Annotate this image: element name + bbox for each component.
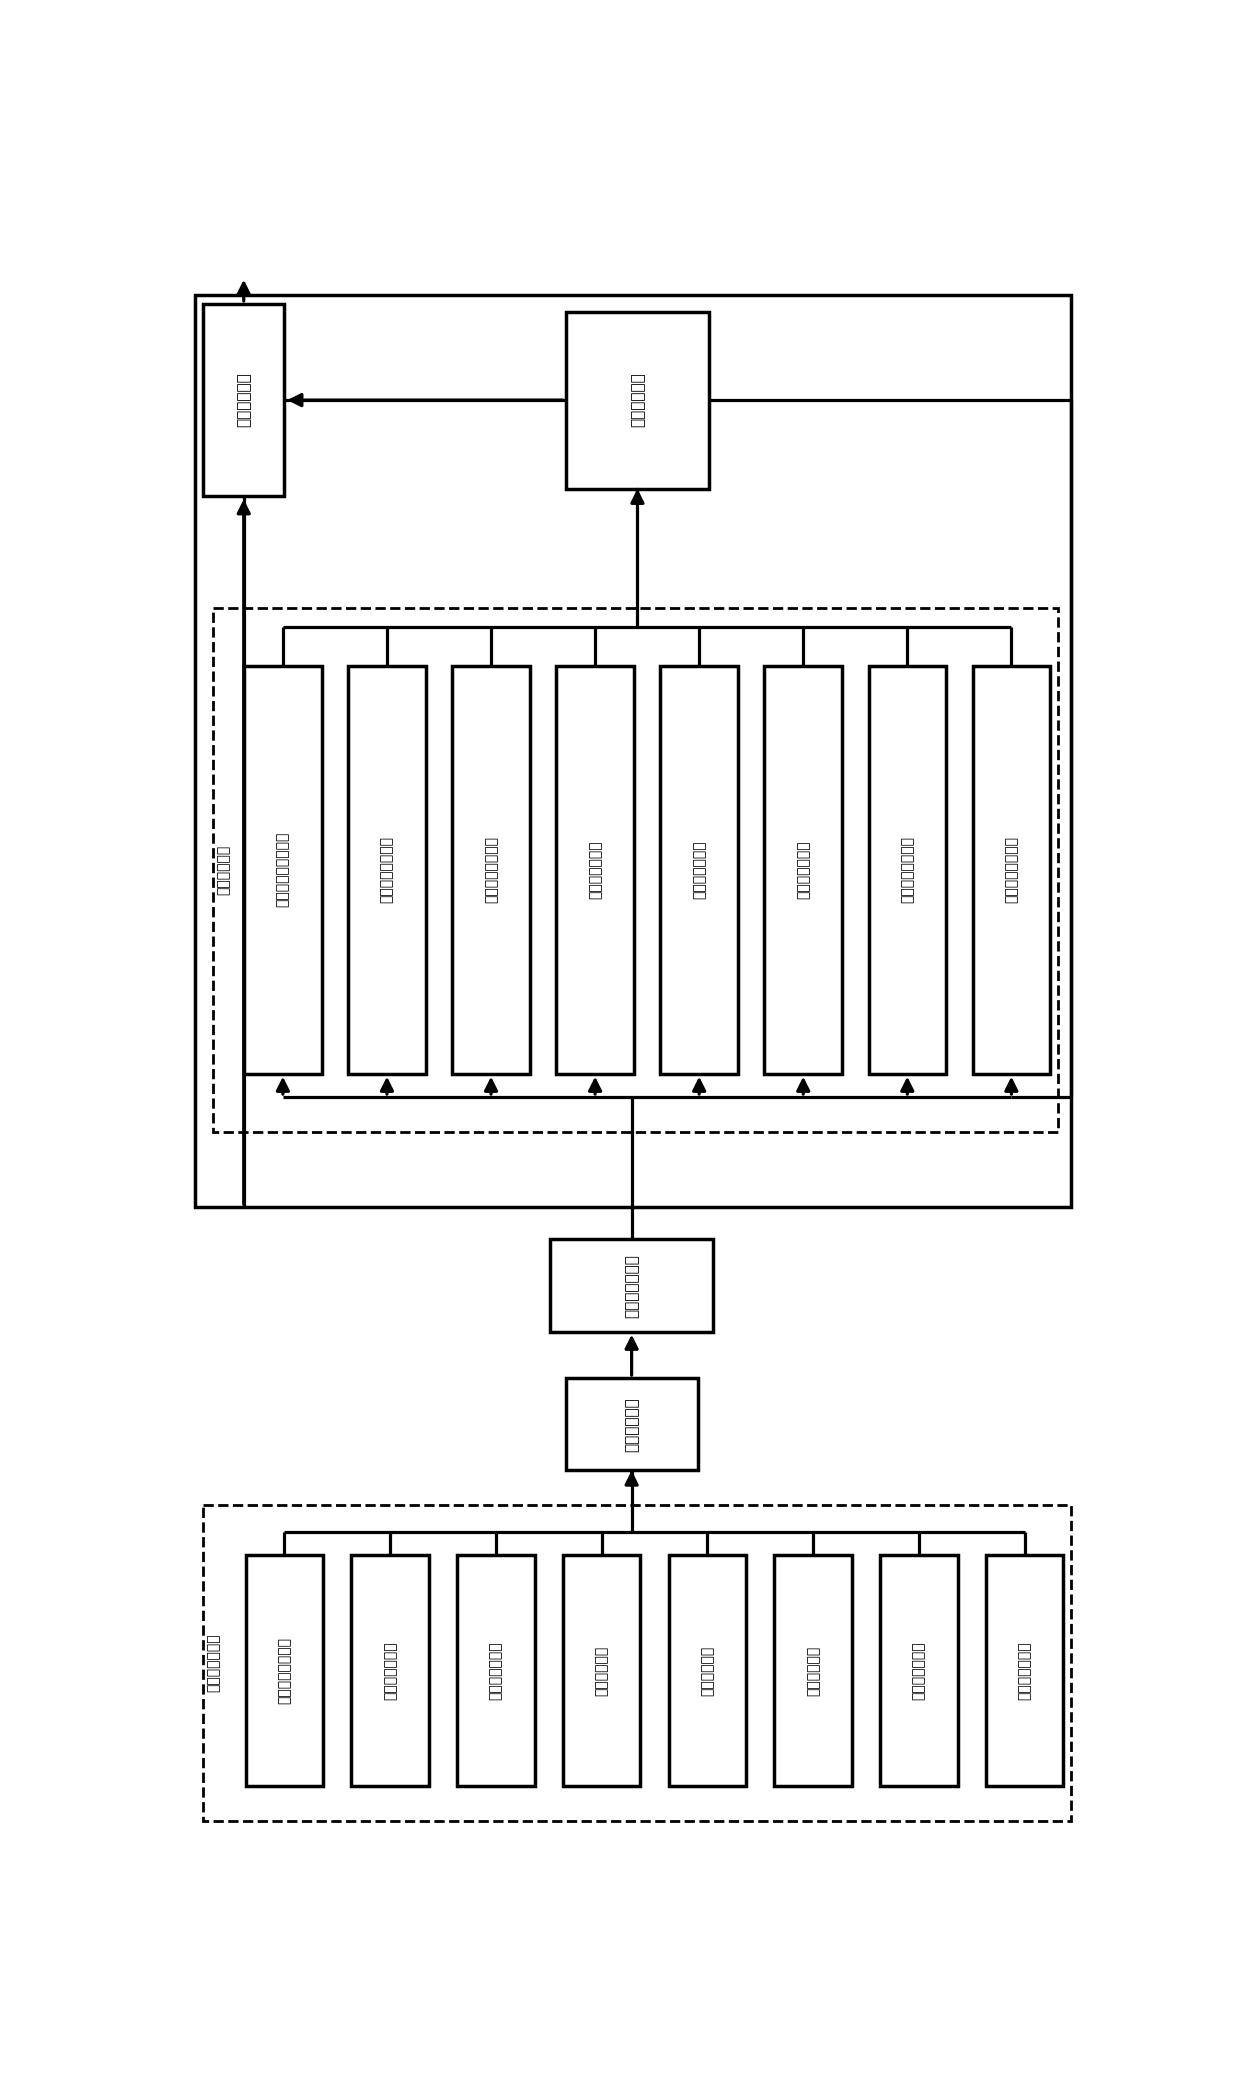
Bar: [246, 1556, 324, 1785]
Bar: [880, 1556, 957, 1785]
Bar: [668, 1556, 746, 1785]
Text: 焼钗压力采集模块: 焼钗压力采集模块: [900, 835, 914, 904]
Text: 数据儲存模块: 数据儲存模块: [630, 373, 645, 427]
Bar: [203, 1506, 1071, 1821]
Bar: [563, 1556, 640, 1785]
Bar: [765, 667, 842, 1075]
Text: 次级电流采集模块: 次级电流采集模块: [379, 835, 394, 904]
Bar: [351, 1556, 429, 1785]
Bar: [972, 667, 1050, 1075]
Text: 电极位移传感器: 电极位移传感器: [1018, 1641, 1032, 1700]
Text: 水流量采集模块: 水流量采集模块: [692, 842, 706, 900]
Bar: [348, 667, 425, 1075]
Text: 次级电压传感器: 次级电压传感器: [489, 1641, 503, 1700]
Text: 变压器温度采集模块: 变压器温度采集模块: [275, 831, 290, 908]
Text: 水流量传感器: 水流量传感器: [701, 1646, 714, 1696]
Text: 焼钗压力传感器: 焼钗压力传感器: [911, 1641, 926, 1700]
Text: 焊接触发模块: 焊接触发模块: [624, 1398, 639, 1452]
Text: 次级电压采集模块: 次级电压采集模块: [484, 835, 498, 904]
Text: 水压力采集模块: 水压力采集模块: [796, 842, 810, 900]
Bar: [565, 1379, 697, 1471]
Bar: [213, 608, 1058, 1131]
Bar: [244, 667, 321, 1075]
Text: 数据输出模块: 数据输出模块: [237, 373, 252, 427]
Bar: [868, 667, 946, 1075]
Text: 水温度采集模块: 水温度采集模块: [588, 842, 603, 900]
Bar: [458, 1556, 534, 1785]
Text: 变压器温度传感器: 变压器温度传感器: [278, 1637, 291, 1704]
Bar: [453, 667, 529, 1075]
Text: 采集器控制模块: 采集器控制模块: [624, 1254, 639, 1319]
Bar: [774, 1556, 852, 1785]
Bar: [196, 294, 1071, 1206]
Text: 数据采集模块: 数据采集模块: [217, 846, 231, 896]
Bar: [986, 1556, 1064, 1785]
Text: 数据检测模块，: 数据检测模块，: [207, 1633, 221, 1691]
Text: 水温度传感器: 水温度传感器: [595, 1646, 609, 1696]
Bar: [551, 1239, 713, 1331]
Text: 次级电流传感器: 次级电流传感器: [383, 1641, 397, 1700]
Text: 电极位移采集模块: 电极位移采集模块: [1004, 835, 1018, 904]
Bar: [203, 304, 284, 496]
Bar: [565, 312, 709, 490]
Text: 水压力传感器: 水压力传感器: [806, 1646, 820, 1696]
Bar: [557, 667, 634, 1075]
Bar: [661, 667, 738, 1075]
